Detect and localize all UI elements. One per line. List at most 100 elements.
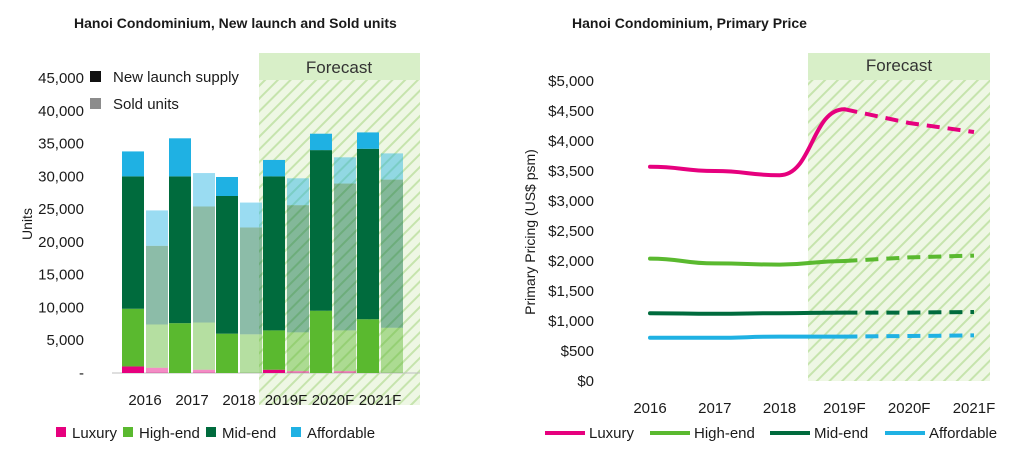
bar-sold-units-mid-end-2019f (287, 205, 309, 333)
legend-swatch-luxury (56, 427, 66, 437)
price-x-tick-2019f: 2019F (823, 400, 866, 417)
legend-label-mid-end: Mid-end (222, 425, 276, 442)
bar-sold-units-mid-end-2020f (334, 183, 356, 331)
bar-new-launch-supply-high-end-2016 (122, 308, 144, 367)
line-forecast-luxury (843, 107, 975, 134)
units-y-tick-8: 40,000 (38, 103, 84, 120)
line-solid-high-end (648, 256, 847, 267)
bar-sold-units-affordable-2017 (193, 173, 215, 207)
price-chart: Forecast Hanoi Condominium, Primary Pric… (522, 15, 997, 442)
price-y-tick-4: $2,000 (548, 253, 594, 270)
price-y-tick-3: $1,500 (548, 283, 594, 300)
bar-sold-units-mid-end-2017 (193, 206, 215, 323)
line-solid-mid-end (648, 310, 847, 316)
price-x-tick-2017: 2017 (698, 400, 731, 417)
legend-label-sold: Sold units (113, 96, 179, 113)
bar-sold-units-luxury-2016 (146, 367, 168, 373)
price-forecast-label: Forecast (866, 56, 932, 75)
bar-sold-units-high-end-2021f (381, 327, 403, 373)
bar-new-launch-supply-high-end-2019f (263, 330, 285, 370)
units-forecast-header (259, 53, 420, 80)
bar-sold-units-affordable-2019f (287, 178, 309, 206)
bar-new-launch-supply-high-end-2018 (216, 333, 238, 373)
bar-sold-units-high-end-2018 (240, 334, 262, 373)
price-y-tick-5: $2,500 (548, 223, 594, 240)
bar-sold-units-high-end-2017 (193, 322, 215, 370)
bar-sold-units-luxury-2017 (193, 369, 215, 373)
units-y-tick-7: 35,000 (38, 136, 84, 153)
bar-new-launch-supply-high-end-2021f (357, 319, 379, 373)
bar-new-launch-supply-affordable-2018 (216, 176, 238, 196)
bar-new-launch-supply-luxury-2016 (122, 366, 144, 373)
bar-new-launch-supply-affordable-2021f (357, 132, 379, 149)
bar-sold-units-mid-end-2018 (240, 227, 262, 335)
price-legend: Luxury High-end Mid-end Affordable (545, 425, 997, 442)
price-lines (648, 107, 975, 340)
bar-new-launch-supply-mid-end-2018 (216, 196, 238, 334)
price-y-tick-10: $5,000 (548, 73, 594, 90)
bar-sold-units-high-end-2020f (334, 330, 356, 372)
price-y-tick-1: $500 (561, 343, 594, 360)
price-x-tick-2016: 2016 (633, 400, 666, 417)
units-y-tick-9: 45,000 (38, 70, 84, 87)
legend-label-high-end: High-end (694, 425, 755, 442)
bar-new-launch-supply-luxury-2019f (263, 369, 285, 373)
units-forecast-band (259, 53, 420, 405)
units-y-tick-2: 10,000 (38, 299, 84, 316)
bar-new-launch-supply-mid-end-2020f (310, 150, 332, 311)
units-x-tick-2016: 2016 (128, 392, 161, 409)
legend-swatch-sold (90, 98, 101, 109)
legend-label-affordable: Affordable (929, 425, 997, 442)
price-forecast-band (808, 53, 990, 381)
units-x-tick-2020f: 2020F (312, 392, 355, 409)
legend-swatch-affordable (291, 427, 301, 437)
bar-new-launch-supply-affordable-2016 (122, 151, 144, 177)
price-y-tick-7: $3,500 (548, 163, 594, 180)
price-y-ticks: $0 $500 $1,000 $1,500 $2,000 $2,500 $3,000 $3,5… (548, 73, 594, 390)
line-solid-affordable (648, 334, 847, 340)
units-x-tick-2018: 2018 (222, 392, 255, 409)
units-y-tick-5: 25,000 (38, 201, 84, 218)
bar-sold-units-luxury-2020f (334, 371, 356, 373)
units-x-tick-2019f: 2019F (265, 392, 308, 409)
units-group-legend: New launch supply Sold units (90, 69, 239, 113)
price-y-tick-8: $4,000 (548, 133, 594, 150)
price-y-tick-2: $1,000 (548, 313, 594, 330)
bar-sold-units-affordable-2016 (146, 210, 168, 246)
bar-sold-units-affordable-2018 (240, 202, 262, 228)
units-x-tick-2021f: 2021F (359, 392, 402, 409)
price-x-tick-2021f: 2021F (953, 400, 996, 417)
legend-swatch-new-launch (90, 71, 101, 82)
price-y-tick-9: $4,500 (548, 103, 594, 120)
line-forecast-high-end (844, 253, 975, 263)
legend-label-affordable: Affordable (307, 425, 375, 442)
bar-sold-units-high-end-2016 (146, 324, 168, 368)
price-x-ticks: 2016 2017 2018 2019F 2020F 2021F (633, 400, 995, 417)
bar-sold-units-affordable-2020f (334, 157, 356, 184)
bar-new-launch-supply-affordable-2017 (169, 138, 191, 177)
units-y-ticks: - 5,000 10,000 15,000 20,000 25,000 30,000 35,0… (38, 70, 84, 382)
units-y-tick-1: 5,000 (46, 332, 84, 349)
bar-sold-units-luxury-2019f (287, 371, 309, 373)
price-y-tick-0: $0 (577, 373, 594, 390)
bar-new-launch-supply-high-end-2020f (310, 310, 332, 373)
price-chart-title: Hanoi Condominium, Primary Price (572, 15, 807, 31)
units-y-tick-0: - (79, 365, 84, 382)
bar-new-launch-supply-mid-end-2016 (122, 176, 144, 309)
price-x-tick-2018: 2018 (763, 400, 796, 417)
units-y-axis-label: Units (19, 208, 35, 240)
bar-new-launch-supply-affordable-2020f (310, 133, 332, 151)
bar-sold-units-high-end-2019f (287, 332, 309, 372)
price-x-tick-2020f: 2020F (888, 400, 931, 417)
bar-new-launch-supply-affordable-2019f (263, 159, 285, 177)
line-solid-luxury (648, 107, 847, 178)
legend-label-high-end: High-end (139, 425, 200, 442)
units-x-ticks: 2016 2017 2018 2019F 2020F 2021F (128, 392, 401, 409)
bar-sold-units-mid-end-2016 (146, 245, 168, 325)
units-y-tick-3: 15,000 (38, 267, 84, 284)
units-segment-legend: Luxury High-end Mid-end Affordable (56, 425, 375, 442)
legend-label-luxury: Luxury (72, 425, 118, 442)
price-forecast-header (808, 53, 990, 80)
units-chart: Forecast Hanoi Condominium, New launch a… (19, 15, 420, 442)
